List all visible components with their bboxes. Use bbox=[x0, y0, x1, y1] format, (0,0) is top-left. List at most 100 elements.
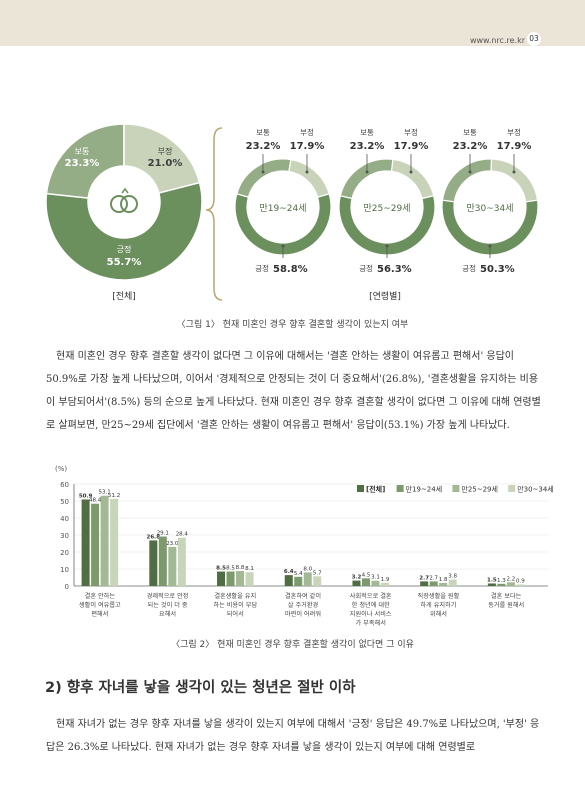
x-category-label: 직장생활을 원활 bbox=[418, 592, 460, 600]
x-category-label: 하는 비용이 부담 bbox=[213, 601, 257, 609]
bar-5-2 bbox=[439, 582, 448, 586]
x-category-label: 위해서 bbox=[430, 610, 447, 618]
x-category-label: 되어서 bbox=[227, 610, 244, 618]
age-neu-value: 23.2% bbox=[350, 141, 385, 152]
age-neu-value: 23.2% bbox=[246, 141, 281, 152]
header-bar bbox=[0, 0, 585, 46]
bar-1-3 bbox=[177, 537, 186, 586]
age-neg-label: 부정 bbox=[404, 127, 418, 137]
bar-value-label: 29.1 bbox=[157, 531, 169, 537]
bar-3-3 bbox=[313, 576, 322, 586]
paragraph-1: 현재 미혼인 경우 향후 결혼할 생각이 없다면 그 이유에 대해서는 '결혼 … bbox=[46, 351, 541, 431]
age-center-label: 만25~29세 bbox=[363, 203, 410, 214]
x-category-label: 하게 유지하기 bbox=[420, 601, 456, 609]
y-tick-label: 60 bbox=[60, 481, 69, 489]
bar-2-1 bbox=[226, 571, 235, 586]
leader-dot bbox=[365, 170, 369, 174]
leader-dot bbox=[512, 170, 516, 174]
bar-3-1 bbox=[294, 576, 303, 586]
legend-label: [전체] bbox=[366, 485, 385, 494]
x-category-label: 요해서 bbox=[159, 610, 176, 618]
donut-slice-보통 bbox=[45, 123, 125, 199]
by-age-label: [연령별] bbox=[369, 290, 401, 302]
bar-6-3 bbox=[516, 584, 525, 586]
bar-2-0 bbox=[217, 571, 226, 586]
bar-2-2 bbox=[236, 571, 245, 586]
bar-value-label: 2.7 bbox=[429, 575, 438, 581]
bar-value-label: 2.7 bbox=[419, 575, 429, 581]
y-tick-label: 0 bbox=[65, 583, 69, 591]
site-url[interactable]: www.nrc.re.kr bbox=[469, 36, 525, 45]
leader-dot bbox=[281, 244, 285, 248]
x-category-label: 결혼 보다는 bbox=[491, 592, 522, 600]
bar-3-0 bbox=[284, 575, 293, 586]
bar-value-label: 5.7 bbox=[313, 570, 322, 576]
age-pos-value: 56.3% bbox=[377, 264, 412, 275]
bar-value-label: 3.8 bbox=[448, 574, 457, 580]
bar-6-0 bbox=[487, 583, 496, 586]
age-neu-label: 보통 bbox=[463, 128, 477, 137]
bar-5-0 bbox=[420, 581, 429, 586]
x-category-label: 동거를 원해서 bbox=[488, 601, 524, 609]
slice-value: 55.7% bbox=[107, 257, 142, 268]
figure-1: 보통 23.3% 부정 21.0% 긍정 55.7% [전체] 만19~24세 보통 23.2… bbox=[45, 123, 539, 302]
bar-chart: (%) 0 10 20 30 40 50 60 50.948.4 53.151.2 26.829… bbox=[55, 465, 554, 627]
age-pos-label: 긍정 bbox=[462, 263, 476, 273]
bar-4-3 bbox=[380, 582, 389, 586]
bar-value-label: 8.1 bbox=[245, 566, 254, 572]
donut-slice-긍정 bbox=[45, 181, 203, 281]
age-donuts: 만19~24세 보통 23.2% 부정 17.9% 긍정 58.8% 만25~29세 보통 23.… bbox=[234, 127, 539, 275]
overall-donut: 보통 23.3% 부정 21.0% 긍정 55.7% bbox=[45, 123, 203, 281]
page-number: 03 bbox=[527, 32, 541, 46]
leader-dot bbox=[488, 244, 492, 248]
age-neg-label: 부정 bbox=[507, 127, 521, 137]
bar-value-label: 8.5 bbox=[216, 566, 226, 572]
bar-value-label: 1.5 bbox=[487, 577, 497, 583]
x-category-label: 생활이 여유롭고 bbox=[79, 601, 121, 609]
age-slice-1-2 bbox=[390, 158, 435, 200]
slice-value: 21.0% bbox=[148, 158, 183, 169]
bar-value-label: 50.9 bbox=[79, 493, 93, 499]
bar-value-label: 48.4 bbox=[89, 498, 102, 504]
bar-value-label: 28.4 bbox=[176, 532, 189, 538]
bar-value-label: 5.4 bbox=[294, 571, 303, 577]
x-category-label: 편해서 bbox=[91, 610, 108, 618]
age-slice-0-2 bbox=[288, 158, 330, 198]
bar-value-label: 4.5 bbox=[362, 572, 371, 578]
age-neu-label: 보통 bbox=[256, 128, 270, 137]
x-category-label: 경제적으로 안정 bbox=[147, 592, 189, 600]
bar-3-2 bbox=[303, 572, 312, 586]
bar-5-3 bbox=[448, 579, 457, 586]
bar-value-label: 23.0 bbox=[166, 541, 179, 547]
rings-icon bbox=[110, 187, 138, 213]
x-category-label: 한 청년에 대한 bbox=[352, 601, 390, 609]
legend-swatch bbox=[508, 485, 516, 492]
bar-1-1 bbox=[158, 536, 167, 586]
age-neg-value: 17.9% bbox=[290, 141, 325, 152]
bar-value-label: 8.5 bbox=[226, 566, 235, 572]
age-slice-2-2 bbox=[490, 158, 539, 203]
age-center-label: 만19~24세 bbox=[259, 203, 306, 214]
chart-unit-label: (%) bbox=[55, 465, 67, 473]
figure-1-caption: 〈그림 1〉 현재 미혼인 경우 향후 결혼할 생각이 있는지 여부 bbox=[176, 320, 409, 330]
bar-value-label: 1.8 bbox=[439, 577, 448, 583]
bar-2-3 bbox=[245, 572, 254, 586]
x-category-label: 살 주거환경 bbox=[288, 601, 318, 609]
age-neu-value: 23.2% bbox=[453, 141, 488, 152]
age-neg-value: 17.9% bbox=[394, 141, 429, 152]
bar-0-1 bbox=[91, 503, 100, 586]
age-pos-label: 긍정 bbox=[255, 263, 269, 273]
bar-1-2 bbox=[168, 546, 177, 586]
age-neg-label: 부정 bbox=[300, 127, 314, 137]
bar-value-label: 26.8 bbox=[147, 534, 161, 540]
y-tick-label: 20 bbox=[60, 549, 69, 557]
bar-0-2 bbox=[100, 495, 109, 586]
x-category-label: 가 부족해서 bbox=[355, 619, 385, 627]
bar-4-2 bbox=[371, 580, 380, 586]
slice-label: 긍정 bbox=[117, 244, 132, 254]
bar-6-1 bbox=[497, 583, 506, 586]
age-pos-value: 50.3% bbox=[480, 264, 515, 275]
legend-label: 만30~34세 bbox=[517, 485, 554, 494]
bar-value-label: 6.4 bbox=[284, 569, 294, 575]
